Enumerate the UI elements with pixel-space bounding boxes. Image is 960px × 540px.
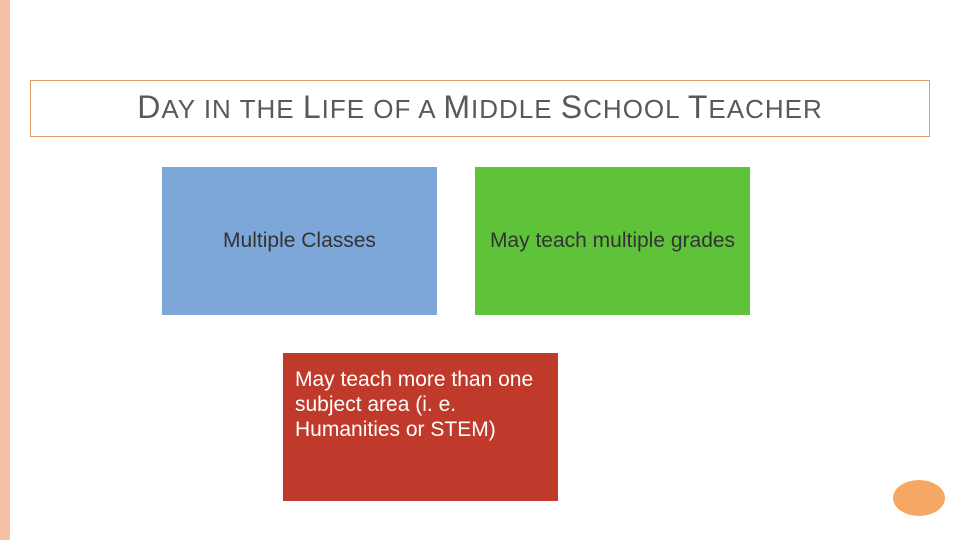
card-text: Multiple Classes bbox=[223, 228, 376, 253]
left-accent-stripe bbox=[0, 0, 10, 540]
slide-title: DAY IN THE LIFE OF A MIDDLE SCHOOL TEACH… bbox=[31, 89, 929, 126]
card-text: May teach multiple grades bbox=[490, 228, 735, 253]
card-multiple-classes: Multiple Classes bbox=[162, 167, 437, 315]
decorative-oval bbox=[893, 480, 945, 516]
card-text: May teach more than one subject area (i.… bbox=[295, 367, 546, 443]
card-multiple-grades: May teach multiple grades bbox=[475, 167, 750, 315]
card-multiple-subjects: May teach more than one subject area (i.… bbox=[283, 353, 558, 501]
title-box: DAY IN THE LIFE OF A MIDDLE SCHOOL TEACH… bbox=[30, 80, 930, 137]
